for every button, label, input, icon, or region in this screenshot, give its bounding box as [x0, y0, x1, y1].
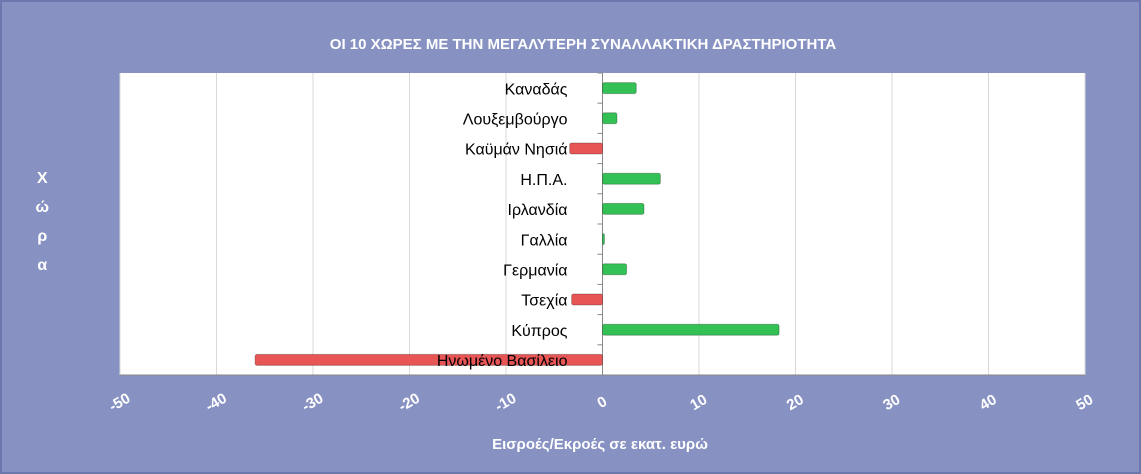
bar: [602, 112, 618, 125]
bar: [571, 293, 603, 306]
x-tick-label: 10: [687, 391, 710, 414]
y-tick-label: Κύπρος: [511, 323, 567, 340]
bar: [254, 353, 603, 366]
bar: [602, 172, 661, 185]
x-tick-label: 20: [784, 391, 807, 414]
y-tick-label: Ιρλανδία: [508, 202, 568, 219]
y-axis-label: Χώρα: [34, 170, 51, 286]
y-tick-label: Καναδάς: [505, 81, 568, 98]
chart-title: ΟΙ 10 ΧΩΡΕΣ ΜΕ ΤΗΝ ΜΕΓΑΛΥΤΕΡΗ ΣΥΝΑΛΛΑΚΤΙ…: [330, 36, 837, 53]
x-axis-label: Εισροές/Εκροές σε εκατ. ευρώ: [492, 436, 708, 453]
x-tick-label: 50: [1073, 391, 1096, 414]
x-tick-label: 30: [880, 391, 903, 414]
y-tick-label: Γερμανία: [503, 263, 567, 280]
y-tick-label: Τσεχία: [521, 293, 567, 310]
bar: [569, 142, 604, 155]
bar: [602, 233, 605, 246]
bar: [602, 263, 628, 276]
y-tick-label: Η.Π.Α.: [520, 172, 567, 189]
bar: [602, 323, 780, 336]
bar: [602, 82, 637, 95]
y-tick-label: Καϋμάν Νησιά: [465, 142, 568, 159]
bar: [602, 202, 645, 215]
x-tick-label: 40: [977, 391, 1000, 414]
y-tick-label: Λουξεμβούργο: [463, 112, 568, 129]
y-tick-label: Ηνωμένο Βασίλειο: [437, 353, 568, 370]
y-tick-label: Γαλλία: [521, 232, 568, 249]
